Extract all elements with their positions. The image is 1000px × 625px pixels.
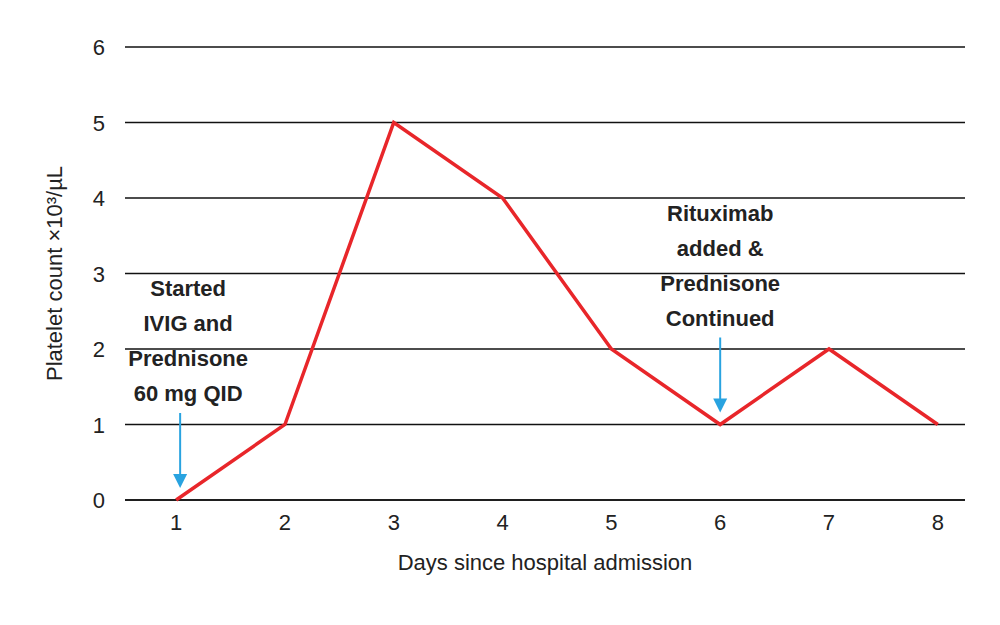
grid-line [125, 122, 965, 124]
annotation-text: Started [150, 276, 226, 301]
y-tick-label: 1 [93, 413, 105, 438]
grid-line [125, 273, 965, 275]
annotation-arrow-head [713, 399, 727, 413]
y-tick-label: 2 [93, 337, 105, 362]
annotation-arrow [719, 338, 721, 403]
chart: 0 1 2 3 4 5 6 1 2 3 4 5 6 7 8 Days since hospital admis… [0, 0, 1000, 625]
annotation-arrow-head [173, 474, 187, 488]
x-tick-label: 4 [496, 510, 508, 535]
x-axis-label: Days since hospital admission [398, 550, 693, 575]
annotation-text: Continued [666, 306, 775, 331]
y-tick-label: 4 [93, 186, 105, 211]
grid-line [125, 424, 965, 426]
y-tick-label: 6 [93, 35, 105, 60]
annotation-text: Prednisone [128, 346, 248, 371]
y-axis-label: Platelet count ×10³/µL [42, 166, 67, 381]
x-tick-label: 5 [605, 510, 617, 535]
x-tick-label: 1 [170, 510, 182, 535]
annotation-text: Prednisone [660, 271, 780, 296]
chart-root: 0 1 2 3 4 5 6 1 2 3 4 5 6 7 8 Days since hospital admis… [0, 0, 1000, 625]
grid-line [125, 197, 965, 199]
y-tick-label: 5 [93, 111, 105, 136]
grid-line [125, 46, 965, 48]
x-tick-label: 8 [932, 510, 944, 535]
x-tick-label: 6 [714, 510, 726, 535]
annotation-text: added & [677, 236, 764, 261]
annotation-text: 60 mg QID [134, 381, 243, 406]
x-tick-label: 3 [388, 510, 400, 535]
data-line [176, 123, 938, 501]
y-tick-label: 3 [93, 262, 105, 287]
plot-area [176, 123, 938, 501]
grid-line [125, 499, 965, 501]
x-tick-label: 2 [279, 510, 291, 535]
annotation-arrow [179, 413, 181, 478]
grid-line [125, 348, 965, 350]
annotation-text: Rituximab [667, 201, 773, 226]
y-tick-label: 0 [93, 488, 105, 513]
x-tick-label: 7 [823, 510, 835, 535]
x-axis-line [125, 499, 965, 501]
annotation-text: IVIG and [144, 311, 233, 336]
